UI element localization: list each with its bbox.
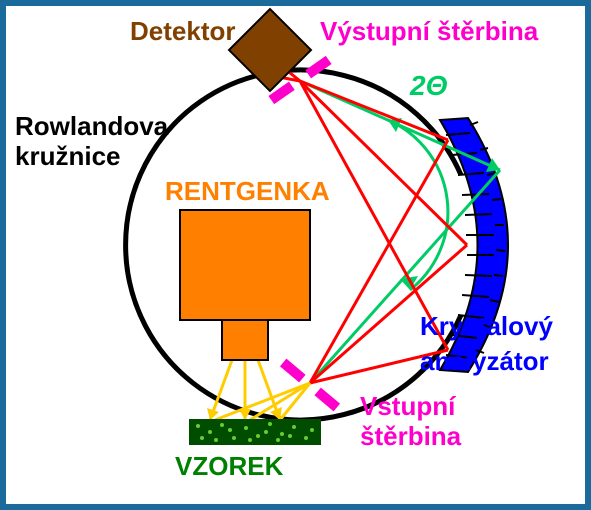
sample-bar bbox=[190, 420, 320, 444]
diagram-frame: Detektor Výstupní štěrbina Rowlandova kr… bbox=[0, 0, 591, 510]
label-rentgenka: RENTGENKA bbox=[165, 176, 330, 206]
diagram-svg: Detektor Výstupní štěrbina Rowlandova kr… bbox=[0, 0, 591, 510]
label-analyzer-2: analyzátor bbox=[420, 346, 549, 376]
label-output-slit: Výstupní štěrbina bbox=[320, 16, 539, 46]
label-detector: Detektor bbox=[130, 16, 235, 46]
label-input-slit-2: štěrbina bbox=[360, 421, 462, 451]
label-rowland-2: kružnice bbox=[15, 141, 121, 171]
label-angle: 2Θ bbox=[409, 70, 448, 101]
label-analyzer-1: Krystalový bbox=[420, 311, 553, 341]
xray-tube bbox=[180, 210, 310, 360]
label-sample: VZOREK bbox=[175, 451, 284, 481]
label-rowland-1: Rowlandova bbox=[15, 111, 169, 141]
label-input-slit-1: Vstupní bbox=[360, 391, 456, 421]
